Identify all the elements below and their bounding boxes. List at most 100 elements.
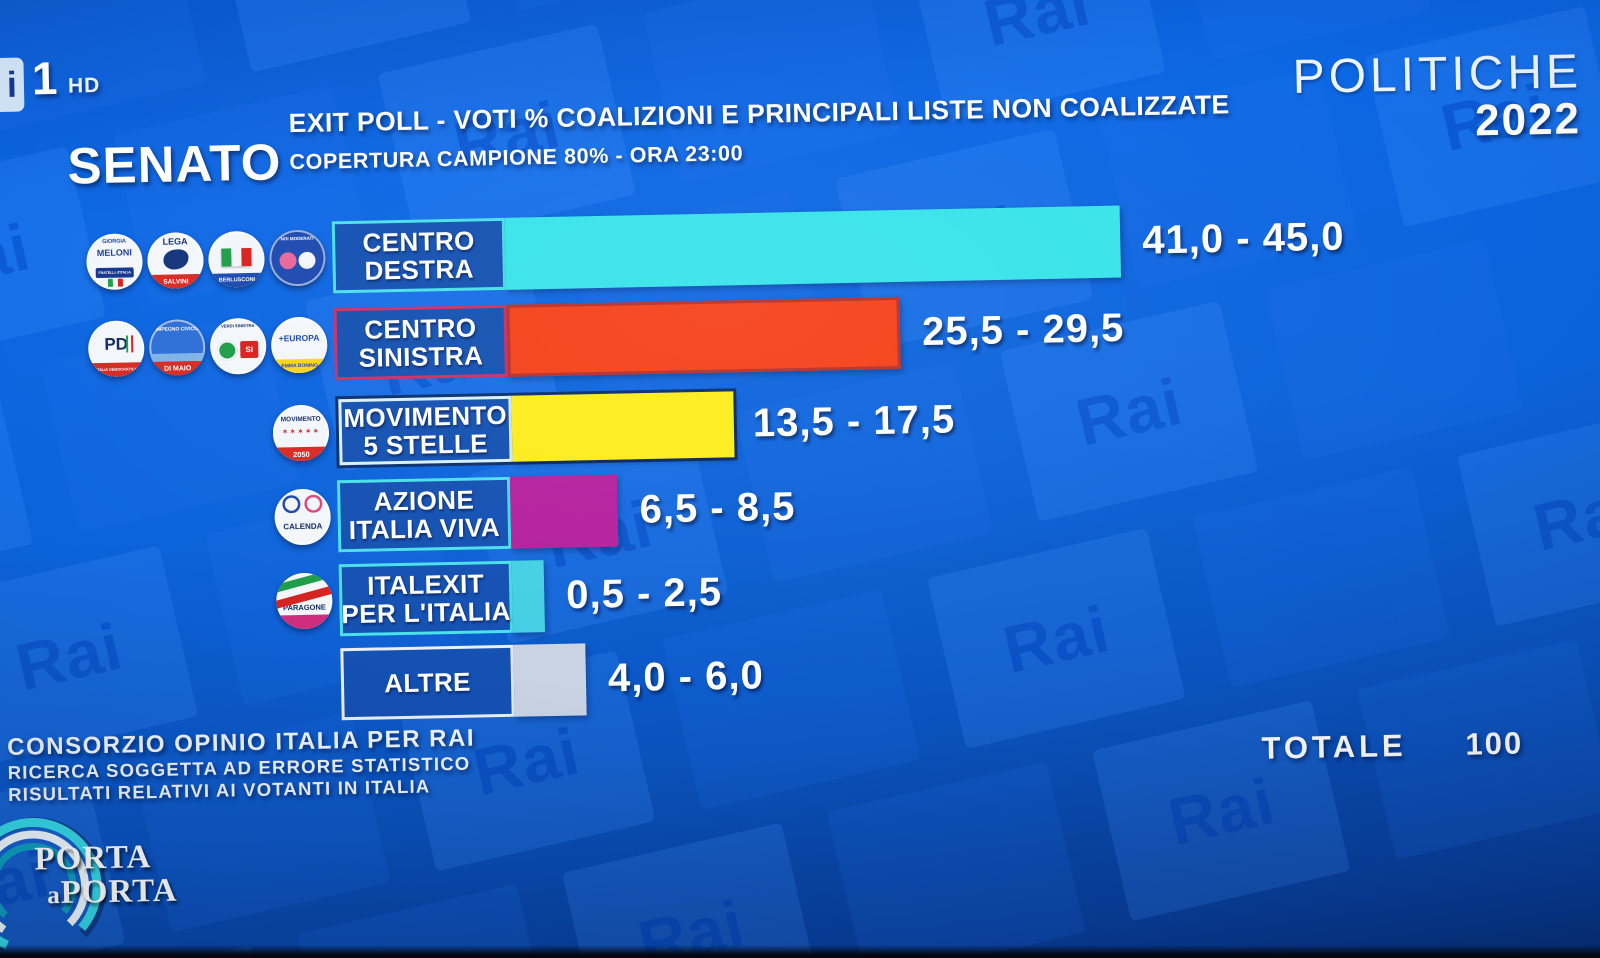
event-year: 2022 xyxy=(1474,94,1582,146)
result-range: 41,0 - 45,0 xyxy=(1141,214,1345,263)
porta-a-porta-a: a xyxy=(46,881,61,910)
coalition-label-line2: DESTRA xyxy=(364,253,475,286)
coalition-label-line2: PER L'ITALIA xyxy=(341,595,512,630)
coalition-label-line1: ALTRE xyxy=(383,666,472,699)
logo-decoration xyxy=(231,248,242,267)
party-logos: GIORGIA MELONI FRATELLI d'ITALIA LEGA SALVIN… xyxy=(85,221,327,298)
party-logos: MOVIMENTO ✶✶✶✶✶ 2050 xyxy=(88,396,330,473)
header-subtitle: EXIT POLL - VOTI % COALIZIONI E PRINCIPA… xyxy=(288,89,1230,139)
party-logos: CALENDA xyxy=(90,480,332,557)
result-bar xyxy=(504,205,1122,290)
tricolor-flame xyxy=(117,278,124,287)
rai-logo-partial: i xyxy=(6,63,18,105)
hd-badge: HD xyxy=(67,73,101,98)
coalition-label-line2: ITALIA VIVA xyxy=(348,512,501,546)
logo-decoration xyxy=(241,247,252,267)
row-box: ITALEXIT PER L'ITALIA xyxy=(338,560,546,637)
party-logos: PARAGONE xyxy=(92,564,333,641)
screen-bezel xyxy=(0,945,1600,958)
row-box: CENTRO SINISTRA xyxy=(333,296,901,381)
coalition-label-line1: CENTRO xyxy=(362,225,476,258)
pd-tricolor xyxy=(125,335,134,353)
italia-viva-mark xyxy=(304,494,323,513)
coalition-label-box: ALTRE xyxy=(340,644,515,721)
party-logo-impegno-civico: IMPEGNO CIVICO DI MAIO xyxy=(148,318,206,377)
logo-band: SALVINI xyxy=(147,273,205,290)
poll-row-centro-destra: GIORGIA MELONI FRATELLI d'ITALIA LEGA SALVIN… xyxy=(0,196,1596,300)
forza-italia-flag xyxy=(221,247,252,267)
rai-logo-bug: i xyxy=(0,57,25,113)
result-bar xyxy=(513,643,587,717)
party-logo-fdi: GIORGIA MELONI FRATELLI d'ITALIA xyxy=(85,233,144,291)
noi-moderati-mark xyxy=(298,251,316,270)
porta-a-porta-line2b: PORTA xyxy=(60,872,178,911)
logo-top-text: NOI MODERATI xyxy=(280,235,314,242)
logo-main-text: +EUROPA xyxy=(278,332,320,344)
party-logo-lega: LEGA SALVINI xyxy=(146,231,205,290)
five-stars: ✶✶✶✶✶ xyxy=(281,426,321,437)
result-range: 0,5 - 2,5 xyxy=(565,570,723,618)
logo-band: BERLUSCONI xyxy=(208,272,266,288)
logo-main-text: MELONI xyxy=(96,247,132,259)
coalition-label-box: CENTRO DESTRA xyxy=(331,217,507,294)
logo-top-text: LEGA xyxy=(162,236,188,247)
party-logo-piu-europa: +EUROPA EMMA BONINO xyxy=(270,316,328,374)
result-range: 4,0 - 6,0 xyxy=(607,653,765,701)
party-logo-avs: VERDI SINISTRA SI xyxy=(209,317,267,375)
party-logo-azione-iv: CALENDA xyxy=(274,488,332,546)
result-range: 6,5 - 8,5 xyxy=(639,484,796,532)
logo-decoration xyxy=(130,335,134,353)
porta-a-porta-logo: PORTA aPORTA xyxy=(0,800,225,958)
noi-moderati-mark xyxy=(279,252,297,270)
coalition-label-line2: SINISTRA xyxy=(358,340,484,373)
coalition-label-line1: AZIONE xyxy=(373,484,475,517)
porta-a-porta-line2: aPORTA xyxy=(47,873,178,913)
party-logo-fi: BERLUSCONI xyxy=(207,230,266,288)
row-box: CENTRO DESTRA xyxy=(331,205,1122,294)
coalition-label-box: CENTRO SINISTRA xyxy=(333,304,508,381)
party-logo-pd: PD ITALIA DEMOCRATICA xyxy=(87,320,145,378)
party-logo-m5s: MOVIMENTO ✶✶✶✶✶ 2050 xyxy=(272,404,330,462)
logo-band: DI MAIO xyxy=(149,360,206,377)
result-bar xyxy=(511,560,546,633)
result-range: 25,5 - 29,5 xyxy=(921,305,1125,355)
party-logo-noi-moderati: NOI MODERATI xyxy=(268,229,327,287)
logo-top-text: VERDI SINISTRA xyxy=(220,322,255,329)
result-range: 13,5 - 17,5 xyxy=(752,397,956,446)
logo-band: EMMA BONINO xyxy=(271,358,328,374)
logo-band xyxy=(276,614,333,630)
coalition-label-box: MOVIMENTO 5 STELLE xyxy=(338,395,513,466)
sinistra-italiana-mark: SI xyxy=(240,340,259,359)
coalition-label-line2: 5 STELLE xyxy=(363,428,489,461)
channel-number: 1 xyxy=(31,51,58,105)
lega-warrior-figure xyxy=(163,249,189,270)
logo-band: 2050 xyxy=(273,446,330,462)
row-box: AZIONE ITALIA VIVA xyxy=(336,474,619,553)
verdi-mark xyxy=(217,340,238,361)
poll-row-altre: ALTRE 4,0 - 6,0 xyxy=(3,623,1600,727)
coalition-label-line1: ITALEXIT xyxy=(366,568,485,601)
coalition-label-box: AZIONE ITALIA VIVA xyxy=(336,476,512,553)
total-label: TOTALE xyxy=(1261,727,1407,766)
total-value: 100 xyxy=(1465,725,1524,762)
page-title: SENATO xyxy=(67,133,282,195)
party-logo-italexit: PARAGONE xyxy=(275,572,333,630)
row-box: ALTRE xyxy=(340,643,587,721)
result-bar xyxy=(511,391,735,462)
azione-mark xyxy=(282,495,301,514)
logo-decoration xyxy=(221,248,232,267)
row-box: MOVIMENTO 5 STELLE xyxy=(335,388,738,469)
logo-top-text: MOVIMENTO xyxy=(280,415,321,424)
logo-band: ITALIA DEMOCRATICA xyxy=(88,362,145,378)
coalition-label-line1: CENTRO xyxy=(364,312,477,345)
party-logos: PD ITALIA DEMOCRATICA IMPEGNO CIVICO DI MAI… xyxy=(87,308,328,385)
logo-top-text: GIORGIA xyxy=(102,238,127,245)
fratelli-ditalia-box: FRATELLI d'ITALIA xyxy=(95,267,134,279)
poll-row-centro-sinistra: PD ITALIA DEMOCRATICA IMPEGNO CIVICO DI MAI… xyxy=(0,283,1598,387)
header-coverage: COPERTURA CAMPIONE 80% - ORA 23:00 xyxy=(289,141,744,175)
result-bar xyxy=(509,474,619,549)
result-bar xyxy=(506,296,901,377)
logo-main-text: PD xyxy=(104,334,129,354)
